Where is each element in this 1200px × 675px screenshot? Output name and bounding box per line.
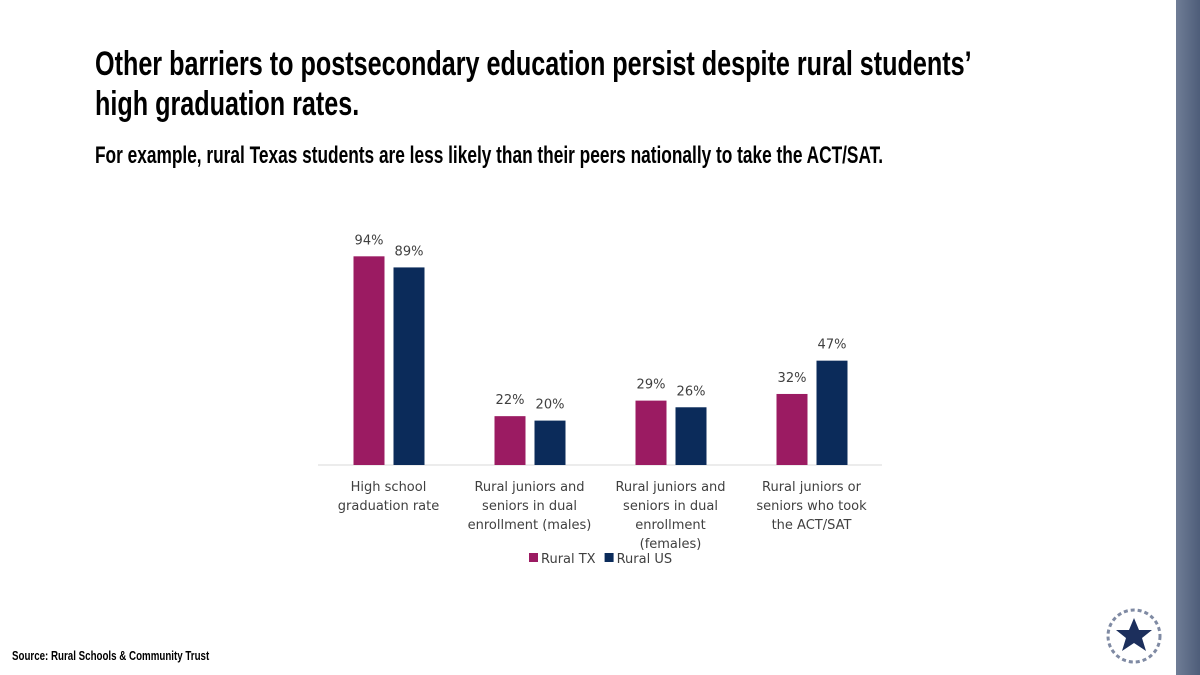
value-label: 47% — [818, 338, 847, 353]
bar — [816, 360, 848, 465]
bar — [635, 400, 667, 465]
sidebar — [1176, 0, 1200, 675]
legend-swatch — [529, 553, 538, 562]
x-tick-label: Rural juniors and seniors in dual enroll… — [467, 480, 592, 533]
value-label: 22% — [496, 393, 525, 408]
value-label: 89% — [395, 244, 424, 259]
x-tick-label: High school graduation rate — [337, 480, 440, 514]
value-label: 26% — [677, 384, 706, 399]
legend-swatch — [604, 553, 614, 562]
bar — [675, 407, 707, 465]
value-label: 20% — [536, 398, 565, 413]
value-label: 29% — [637, 378, 666, 393]
bar — [393, 267, 425, 465]
bar — [494, 416, 526, 465]
title: Other barriers to postsecondary educatio… — [95, 45, 971, 123]
source: Source: Rural Schools & Community Trust — [12, 648, 210, 663]
logo — [1106, 608, 1162, 664]
value-label: 32% — [778, 371, 807, 386]
bar — [353, 256, 385, 465]
bar — [776, 393, 808, 465]
legend-label: Rural TX — [541, 552, 596, 567]
subtitle: For example, rural Texas students are le… — [95, 142, 884, 169]
legend-label: Rural US — [617, 552, 673, 567]
value-label: 94% — [355, 233, 384, 248]
x-tick-label: Rural juniors and seniors in dual enroll… — [615, 480, 726, 552]
bar — [534, 420, 566, 465]
x-tick-label: Rural juniors or seniors who took the AC… — [756, 480, 867, 533]
